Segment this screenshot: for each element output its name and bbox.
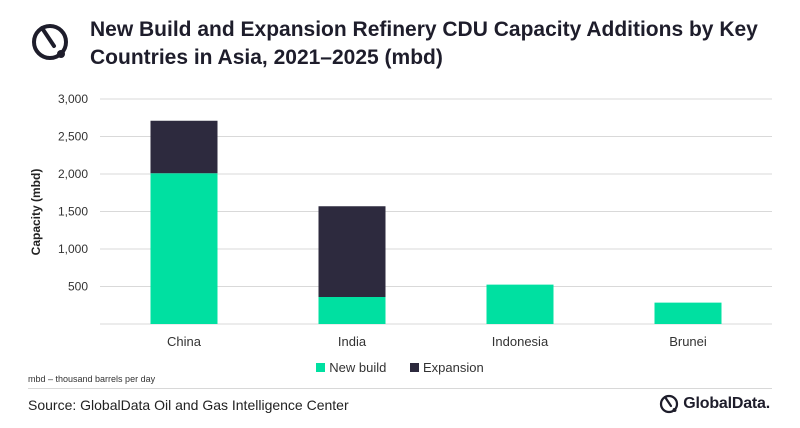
legend: New build Expansion [0, 360, 800, 375]
source-text: Source: GlobalData Oil and Gas Intellige… [28, 397, 349, 413]
x-tick-label: India [338, 334, 367, 349]
globaldata-logo-icon [660, 394, 679, 414]
bars [150, 120, 722, 324]
bar-chart: 500 1,000 1,500 2,000 2,500 3,000 China India I… [29, 92, 772, 349]
y-tick-label: 500 [68, 280, 88, 294]
divider [28, 388, 772, 389]
x-axis-ticks: China India Indonesia Brunei [167, 334, 707, 349]
bar-china-new-build [150, 173, 218, 324]
bar-china-expansion [150, 120, 218, 174]
y-tick-label: 1,500 [58, 205, 88, 219]
y-tick-label: 1,000 [58, 242, 88, 256]
brand: GlobalData. [658, 393, 770, 415]
globaldata-logo-icon [32, 24, 68, 60]
bar-india-new-build [318, 297, 386, 324]
legend-swatch [316, 363, 326, 372]
y-axis-label: Capacity (mbd) [29, 169, 43, 256]
x-tick-label: Indonesia [492, 334, 549, 349]
y-tick-label: 2,500 [58, 130, 88, 144]
legend-label: Expansion [423, 360, 484, 375]
brand-name: GlobalData. [683, 395, 770, 412]
y-tick-label: 3,000 [58, 92, 88, 106]
bar-india-expansion [318, 206, 386, 297]
x-tick-label: Brunei [669, 334, 707, 349]
y-tick-label: 2,000 [58, 167, 88, 181]
legend-item-expansion: Expansion [410, 360, 484, 375]
legend-item-new-build: New build [316, 360, 386, 375]
chart-title: New Build and Expansion Refinery CDU Cap… [90, 18, 758, 69]
y-axis-ticks: 500 1,000 1,500 2,000 2,500 3,000 [58, 92, 88, 294]
footnote: mbd – thousand barrels per day [28, 374, 156, 384]
bar-brunei-new-build [654, 302, 722, 324]
legend-swatch [410, 363, 419, 372]
legend-label: New build [329, 360, 387, 375]
bar-indonesia-new-build [486, 284, 554, 324]
x-tick-label: China [167, 334, 202, 349]
